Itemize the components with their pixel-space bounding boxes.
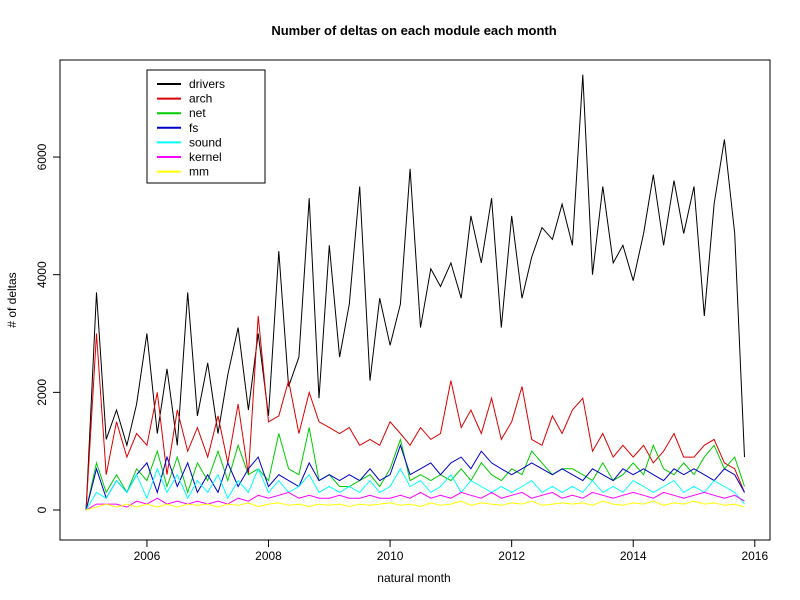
legend-label: arch [189, 92, 212, 106]
series-line [85, 443, 745, 511]
x-tick-label: 2014 [620, 549, 647, 563]
y-tick-label: 6000 [35, 143, 49, 170]
legend-label: mm [189, 165, 209, 179]
y-tick-label: 0 [35, 506, 49, 513]
series-line [85, 500, 745, 511]
x-tick-label: 2010 [377, 549, 404, 563]
x-tick-label: 2016 [741, 549, 768, 563]
legend-label: net [189, 106, 206, 120]
series-line [85, 315, 745, 511]
legend-label: drivers [189, 77, 225, 91]
series-line [85, 491, 745, 511]
y-tick-label: 2000 [35, 379, 49, 406]
series-line [85, 467, 745, 511]
x-axis-label: natural month [377, 571, 450, 585]
plot-frame [59, 59, 771, 541]
series-line [85, 427, 745, 511]
y-tick-label: 4000 [35, 261, 49, 288]
legend-label: sound [189, 135, 222, 149]
chart-title: Number of deltas on each module each mon… [271, 23, 556, 38]
x-tick-label: 2006 [134, 549, 161, 563]
x-tick-label: 2008 [255, 549, 282, 563]
y-axis-label: # of deltas [5, 272, 19, 327]
x-tick-label: 2012 [498, 549, 525, 563]
legend-box [146, 69, 266, 184]
legend-label: fs [189, 121, 198, 135]
series-line [85, 74, 745, 511]
legend-label: kernel [189, 150, 222, 164]
